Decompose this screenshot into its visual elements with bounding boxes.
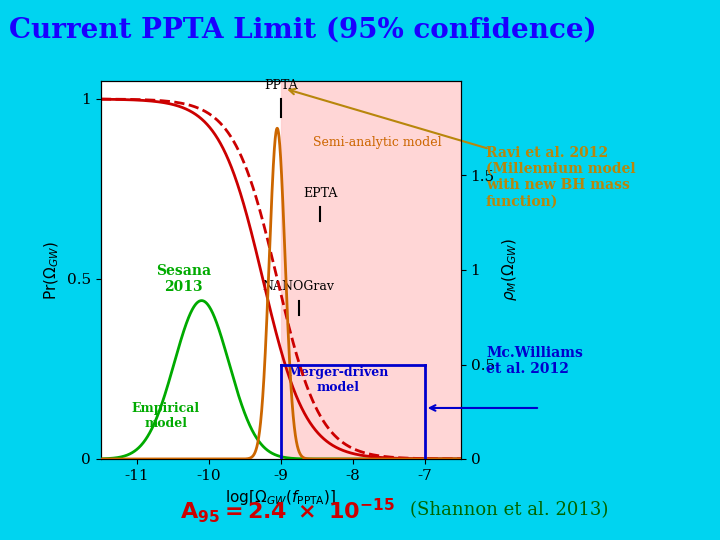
Text: Mc.Williams
et al. 2012: Mc.Williams et al. 2012: [486, 346, 583, 376]
Y-axis label: $\Pr(\Omega_{GW})$: $\Pr(\Omega_{GW})$: [43, 240, 61, 300]
X-axis label: $\log[\Omega_{GW}(f_{\rm PPTA})]$: $\log[\Omega_{GW}(f_{\rm PPTA})]$: [225, 488, 336, 507]
Text: PPTA: PPTA: [264, 79, 297, 92]
Text: Current PPTA Limit (95% confidence): Current PPTA Limit (95% confidence): [9, 16, 596, 43]
Text: EPTA: EPTA: [303, 187, 338, 200]
Text: (Shannon et al. 2013): (Shannon et al. 2013): [410, 501, 609, 519]
Text: $\mathbf{A_{95}}$$\mathbf{= 2.4\ \times\ 10^{-15}}$: $\mathbf{A_{95}}$$\mathbf{= 2.4\ \times\…: [180, 496, 395, 525]
Text: NANOGrav: NANOGrav: [263, 280, 335, 293]
Text: Semi-analytic model: Semi-analytic model: [313, 136, 442, 148]
Text: Ravi et al. 2012
(Millennium model
with new BH mass
function): Ravi et al. 2012 (Millennium model with …: [486, 146, 636, 208]
Text: Sesana
2013: Sesana 2013: [156, 264, 211, 294]
Text: Empirical
model: Empirical model: [132, 402, 199, 430]
Y-axis label: $\rho_M(\Omega_{GW})$: $\rho_M(\Omega_{GW})$: [500, 239, 519, 301]
Text: Merger-driven
model: Merger-driven model: [288, 366, 389, 394]
